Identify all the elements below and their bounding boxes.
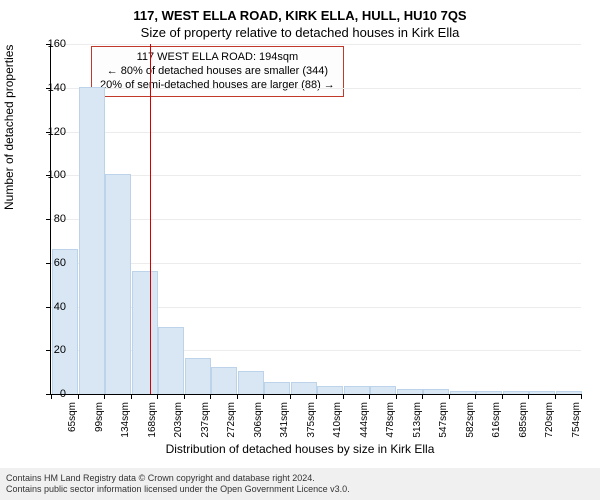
- xtick-mark: [449, 394, 450, 399]
- footer: Contains HM Land Registry data © Crown c…: [0, 468, 600, 500]
- histogram-bar: [264, 382, 290, 394]
- xtick-label: 65sqm: [67, 402, 78, 452]
- xtick-label: 720sqm: [544, 402, 555, 452]
- xtick-mark: [475, 394, 476, 399]
- xtick-mark: [131, 394, 132, 399]
- ytick-label: 40: [36, 301, 66, 313]
- xtick-mark: [184, 394, 185, 399]
- footer-line-2: Contains public sector information licen…: [6, 484, 594, 495]
- title-sub: Size of property relative to detached ho…: [0, 23, 600, 44]
- xtick-mark: [316, 394, 317, 399]
- xtick-label: 237sqm: [200, 402, 211, 452]
- histogram-bar: [317, 386, 343, 394]
- xtick-label: 306sqm: [253, 402, 264, 452]
- plot-region: 117 WEST ELLA ROAD: 194sqm ← 80% of deta…: [50, 44, 581, 395]
- xtick-label: 582sqm: [465, 402, 476, 452]
- xtick-label: 513sqm: [412, 402, 423, 452]
- xtick-mark: [369, 394, 370, 399]
- xtick-mark: [555, 394, 556, 399]
- title-main: 117, WEST ELLA ROAD, KIRK ELLA, HULL, HU…: [0, 0, 600, 23]
- xtick-label: 203sqm: [173, 402, 184, 452]
- histogram-bar: [211, 367, 237, 394]
- legend-box: 117 WEST ELLA ROAD: 194sqm ← 80% of deta…: [91, 46, 344, 97]
- ytick-label: 20: [36, 344, 66, 356]
- histogram-bar: [476, 391, 502, 394]
- histogram-bar: [105, 174, 131, 394]
- histogram-bar: [52, 249, 78, 394]
- chart-area: 117 WEST ELLA ROAD: 194sqm ← 80% of deta…: [50, 44, 580, 394]
- histogram-bar: [344, 386, 370, 394]
- legend-line-2: ← 80% of detached houses are smaller (34…: [100, 65, 335, 79]
- xtick-mark: [210, 394, 211, 399]
- legend-line-3: 20% of semi-detached houses are larger (…: [100, 79, 335, 93]
- xtick-label: 444sqm: [359, 402, 370, 452]
- ytick-label: 140: [36, 82, 66, 94]
- gridline: [51, 44, 581, 45]
- xtick-mark: [396, 394, 397, 399]
- xtick-mark: [157, 394, 158, 399]
- ytick-label: 100: [36, 169, 66, 181]
- histogram-bar: [291, 382, 317, 394]
- histogram-bar: [370, 386, 396, 394]
- xtick-mark: [502, 394, 503, 399]
- xtick-label: 375sqm: [306, 402, 317, 452]
- legend-line-1: 117 WEST ELLA ROAD: 194sqm: [100, 51, 335, 65]
- xtick-label: 341sqm: [279, 402, 290, 452]
- xtick-label: 134sqm: [120, 402, 131, 452]
- histogram-bar: [185, 358, 211, 394]
- xtick-label: 685sqm: [518, 402, 529, 452]
- ytick-label: 160: [36, 38, 66, 50]
- ytick-label: 80: [36, 213, 66, 225]
- histogram-bar: [132, 271, 158, 395]
- xtick-mark: [422, 394, 423, 399]
- xtick-mark: [528, 394, 529, 399]
- gridline: [51, 88, 581, 89]
- y-axis-label: Number of detached properties: [2, 45, 16, 210]
- histogram-bar: [529, 391, 555, 394]
- xtick-label: 478sqm: [385, 402, 396, 452]
- xtick-mark: [263, 394, 264, 399]
- reference-line: [150, 44, 151, 394]
- xtick-mark: [237, 394, 238, 399]
- xtick-mark: [581, 394, 582, 399]
- xtick-mark: [78, 394, 79, 399]
- footer-line-1: Contains HM Land Registry data © Crown c…: [6, 473, 594, 484]
- ytick-label: 0: [36, 388, 66, 400]
- histogram-bar: [397, 389, 423, 394]
- xtick-mark: [290, 394, 291, 399]
- histogram-bar: [238, 371, 264, 394]
- gridline: [51, 132, 581, 133]
- xtick-mark: [104, 394, 105, 399]
- histogram-bar: [423, 389, 449, 394]
- histogram-bar: [450, 391, 476, 394]
- histogram-bar: [158, 327, 184, 394]
- ytick-label: 120: [36, 126, 66, 138]
- xtick-label: 99sqm: [94, 402, 105, 452]
- xtick-label: 754sqm: [571, 402, 582, 452]
- xtick-mark: [343, 394, 344, 399]
- histogram-bar: [503, 391, 529, 394]
- ytick-label: 60: [36, 257, 66, 269]
- histogram-bar: [79, 87, 105, 394]
- xtick-label: 168sqm: [147, 402, 158, 452]
- xtick-label: 272sqm: [226, 402, 237, 452]
- xtick-label: 410sqm: [332, 402, 343, 452]
- xtick-label: 547sqm: [438, 402, 449, 452]
- xtick-label: 616sqm: [491, 402, 502, 452]
- x-axis-caption: Distribution of detached houses by size …: [0, 442, 600, 456]
- histogram-bar: [556, 391, 582, 394]
